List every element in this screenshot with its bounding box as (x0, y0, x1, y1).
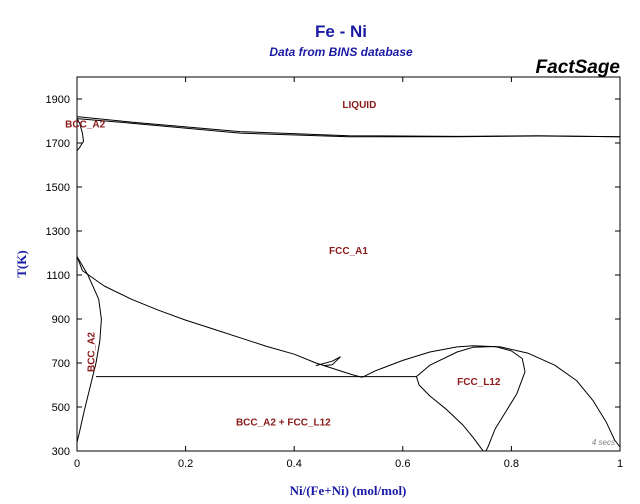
phase-region-label: BCC_A2 (65, 120, 105, 131)
phase-region-label: FCC_L12 (457, 377, 501, 388)
computation-time-note: 4 secs (592, 438, 615, 447)
phase-boundary-line (76, 118, 621, 138)
x-axis-ticks: 0 0.2 0.4 0.6 0.8 1 (74, 77, 623, 470)
phase-boundary-line (76, 256, 363, 378)
y-tick-label: 900 (52, 314, 70, 326)
phase-boundary-line (76, 116, 621, 138)
plot-frame (76, 76, 621, 452)
phase-region-label: LIQUID (342, 100, 376, 111)
phase-boundary-line (76, 256, 102, 443)
y-tick-label: 1900 (46, 94, 70, 106)
phase-region-label: FCC_A1 (329, 246, 368, 257)
phase-boundary-line (315, 356, 341, 367)
y-tick-label: 300 (52, 446, 70, 458)
y-tick-label: 1100 (46, 270, 70, 282)
phase-boundary-line (76, 118, 84, 152)
x-tick-label: 1 (617, 458, 623, 470)
x-tick-label: 0 (74, 458, 80, 470)
y-tick-label: 500 (52, 402, 70, 414)
brand-logo-text: FactSage (536, 57, 621, 78)
phase-boundary-line (361, 345, 621, 448)
x-axis-title: Ni/(Fe+Ni) (mol/mol) (290, 483, 407, 498)
phase-region-labels: LIQUID BCC_A2 FCC_A1 BCC_A2 FCC_L12 BCC_A2 + … (65, 100, 501, 429)
x-tick-label: 0.8 (504, 458, 519, 470)
y-axis-ticks: 300 500 700 900 1100 1300 1500 1700 1900 (46, 94, 620, 458)
x-tick-label: 0.6 (395, 458, 410, 470)
x-tick-label: 0.2 (178, 458, 193, 470)
phase-boundary-line (416, 346, 526, 452)
y-axis-title: T(K) (14, 250, 29, 277)
phase-boundary-line (415, 376, 484, 452)
chart-subtitle: Data from BINS database (269, 45, 413, 59)
y-tick-label: 700 (52, 358, 70, 370)
y-tick-label: 1500 (46, 182, 70, 194)
y-tick-label: 1300 (46, 226, 70, 238)
phase-boundaries (76, 116, 621, 452)
y-tick-label: 1700 (46, 138, 70, 150)
chart-title: Fe - Ni (315, 22, 367, 41)
phase-region-label: BCC_A2 (86, 332, 97, 372)
x-tick-label: 0.4 (287, 458, 302, 470)
phase-region-label: BCC_A2 + FCC_L12 (236, 418, 331, 429)
